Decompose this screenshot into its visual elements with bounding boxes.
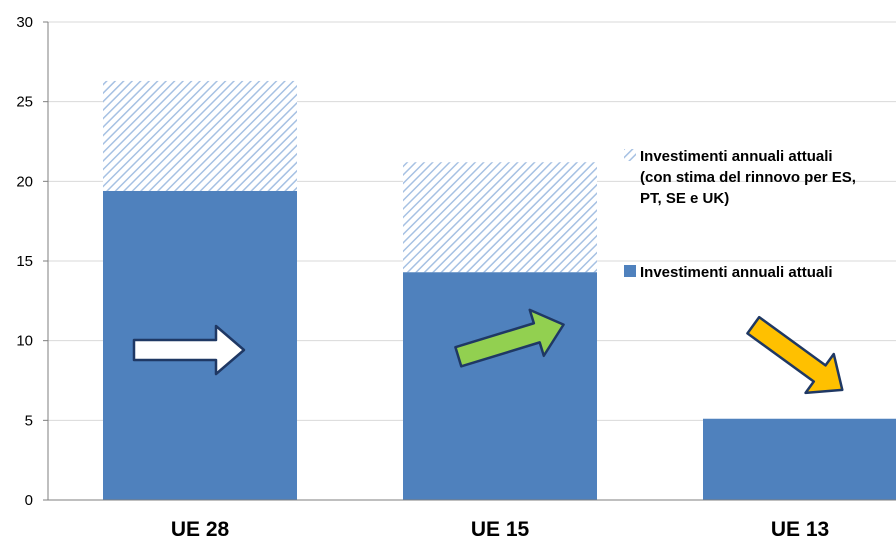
trend-arrow-down (746, 315, 844, 395)
legend-label-solid: Investimenti annuali attuali (640, 264, 833, 281)
y-tick-labels: 0 5 10 15 20 25 30 (16, 14, 33, 509)
bars (103, 80, 896, 501)
category-label-ue-28: UE 28 (171, 518, 230, 541)
bar-ue-28-series-1 (103, 80, 297, 191)
y-tick-label-0: 0 (25, 492, 33, 509)
y-tick-label-30: 30 (16, 14, 33, 31)
y-tick-label-10: 10 (16, 333, 33, 350)
y-tick-label-15: 15 (16, 253, 33, 270)
bar-ue-13-series-0 (703, 418, 896, 500)
bar-ue-15-series-0 (403, 272, 597, 500)
trend-arrow-up (454, 308, 565, 368)
y-tick-label-25: 25 (16, 94, 33, 111)
legend: Investimenti annuali attuali (con stima d… (624, 148, 856, 281)
axes (43, 21, 896, 501)
legend-label-hatched: Investimenti annuali attuali (con stima d… (640, 148, 856, 207)
trend-arrow-flat (132, 324, 246, 376)
category-label-ue-15: UE 15 (471, 518, 530, 541)
category-label-ue-13: UE 13 (771, 518, 829, 541)
y-tick-label-5: 5 (25, 412, 33, 429)
category-labels: UE 28 UE 15 UE 13 (171, 518, 829, 541)
legend-swatch-hatched (624, 149, 636, 161)
legend-swatch-solid (624, 265, 636, 277)
bar-ue-15-series-1 (403, 162, 597, 273)
trend-arrows (132, 308, 844, 395)
y-tick-label-20: 20 (16, 173, 33, 190)
